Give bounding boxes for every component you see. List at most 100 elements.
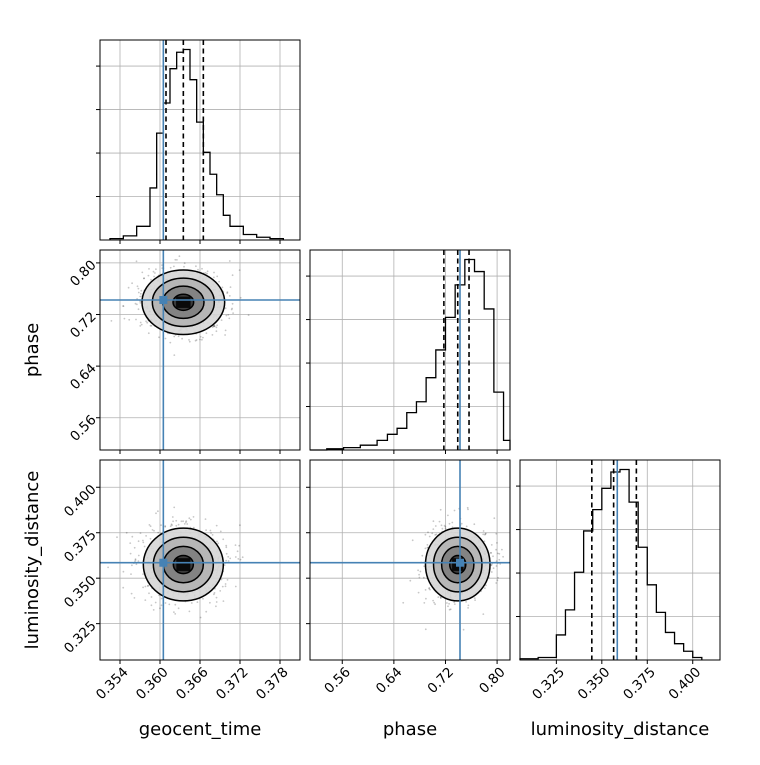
sample-point [439, 597, 442, 599]
sample-point [164, 337, 167, 340]
sample-point [204, 518, 207, 520]
sample-point [424, 589, 427, 591]
sample-point [448, 522, 451, 525]
sample-point [453, 603, 456, 605]
sample-point [449, 608, 452, 611]
sample-point [216, 540, 218, 543]
sample-point [236, 550, 239, 553]
sample-point [169, 525, 172, 528]
sample-point [229, 286, 232, 288]
sample-point [201, 267, 203, 270]
sample-point [228, 295, 231, 297]
sample-point [164, 525, 167, 527]
sample-point [215, 326, 218, 329]
sample-point [490, 544, 493, 546]
sample-point [239, 296, 242, 299]
sample-point [482, 530, 485, 532]
sample-point [213, 592, 216, 594]
sample-point [136, 285, 139, 288]
sample-point [174, 613, 177, 615]
sample-point [122, 570, 125, 573]
sample-point [216, 275, 219, 278]
sample-point [224, 307, 227, 310]
sample-point [241, 556, 244, 559]
sample-point [155, 512, 157, 515]
sample-point [161, 247, 163, 249]
sample-point [440, 524, 443, 527]
sample-point [147, 332, 150, 335]
sample-point [239, 558, 242, 561]
sample-point [439, 508, 442, 511]
sample-point [143, 277, 146, 280]
sample-point [137, 540, 140, 543]
sample-point [199, 335, 202, 338]
sample-point [209, 529, 212, 532]
sample-point [467, 607, 469, 609]
sample-point [225, 559, 228, 562]
sample-point [149, 324, 152, 327]
sample-point [215, 330, 218, 333]
contour-line [172, 554, 195, 575]
scatter-cloud [310, 460, 510, 660]
sample-point [238, 544, 241, 547]
y-axis-title-phase: phase [22, 323, 43, 377]
panel-frame [99, 39, 301, 241]
scatter-panel-phase-luminosity_distance [306, 459, 511, 664]
sample-point [210, 532, 212, 534]
sample-point [495, 560, 498, 563]
truth-marker [159, 558, 168, 567]
sample-point [496, 552, 499, 555]
sample-point [205, 610, 208, 613]
sample-point [431, 532, 434, 535]
x-tick-label-geocent_time: 0.378 [253, 664, 292, 703]
sample-point [482, 613, 485, 615]
sample-point [148, 524, 151, 526]
sample-point [489, 552, 492, 554]
sample-point [418, 576, 421, 579]
y-tick-label-phase: 0.56 [67, 412, 100, 445]
x-tick-label-luminosity_distance: 0.400 [666, 664, 705, 703]
sample-point [411, 539, 414, 542]
sample-point [195, 265, 197, 268]
sample-point [211, 334, 214, 336]
sample-point [228, 260, 231, 262]
hist-panel-phase [306, 249, 511, 454]
sample-point [196, 601, 199, 603]
sample-point [213, 325, 216, 328]
sample-point [496, 542, 498, 544]
sample-point [140, 289, 143, 292]
sample-point [206, 272, 209, 275]
sample-point [164, 525, 167, 528]
scatter-panel-geocent_time-phase [96, 247, 301, 454]
sample-point [142, 573, 145, 575]
sample-point [417, 591, 420, 594]
sample-point [211, 326, 214, 329]
sample-point [492, 567, 495, 570]
sample-point [234, 585, 237, 588]
sample-point [209, 601, 211, 604]
sample-point [498, 552, 501, 555]
x-tick-label-geocent_time: 0.354 [93, 664, 132, 703]
sample-point [139, 321, 142, 324]
sample-point [206, 270, 209, 273]
sample-point [444, 525, 447, 528]
sample-point [213, 325, 216, 327]
sample-point [144, 585, 147, 588]
sample-point [226, 292, 229, 294]
sample-point [423, 565, 426, 568]
sample-point [154, 601, 157, 604]
sample-point [110, 320, 113, 322]
sample-point [157, 531, 160, 534]
hist-panel-luminosity_distance [516, 459, 721, 664]
sample-point [123, 317, 126, 320]
sample-point [144, 599, 147, 601]
x-tick-label-phase: 0.80 [476, 664, 509, 697]
sample-point [137, 560, 140, 562]
sample-point [230, 308, 233, 311]
sample-point [225, 552, 228, 555]
sample-point [473, 523, 476, 526]
sample-point [228, 317, 231, 320]
density-core [176, 296, 191, 308]
sample-point [238, 269, 241, 271]
